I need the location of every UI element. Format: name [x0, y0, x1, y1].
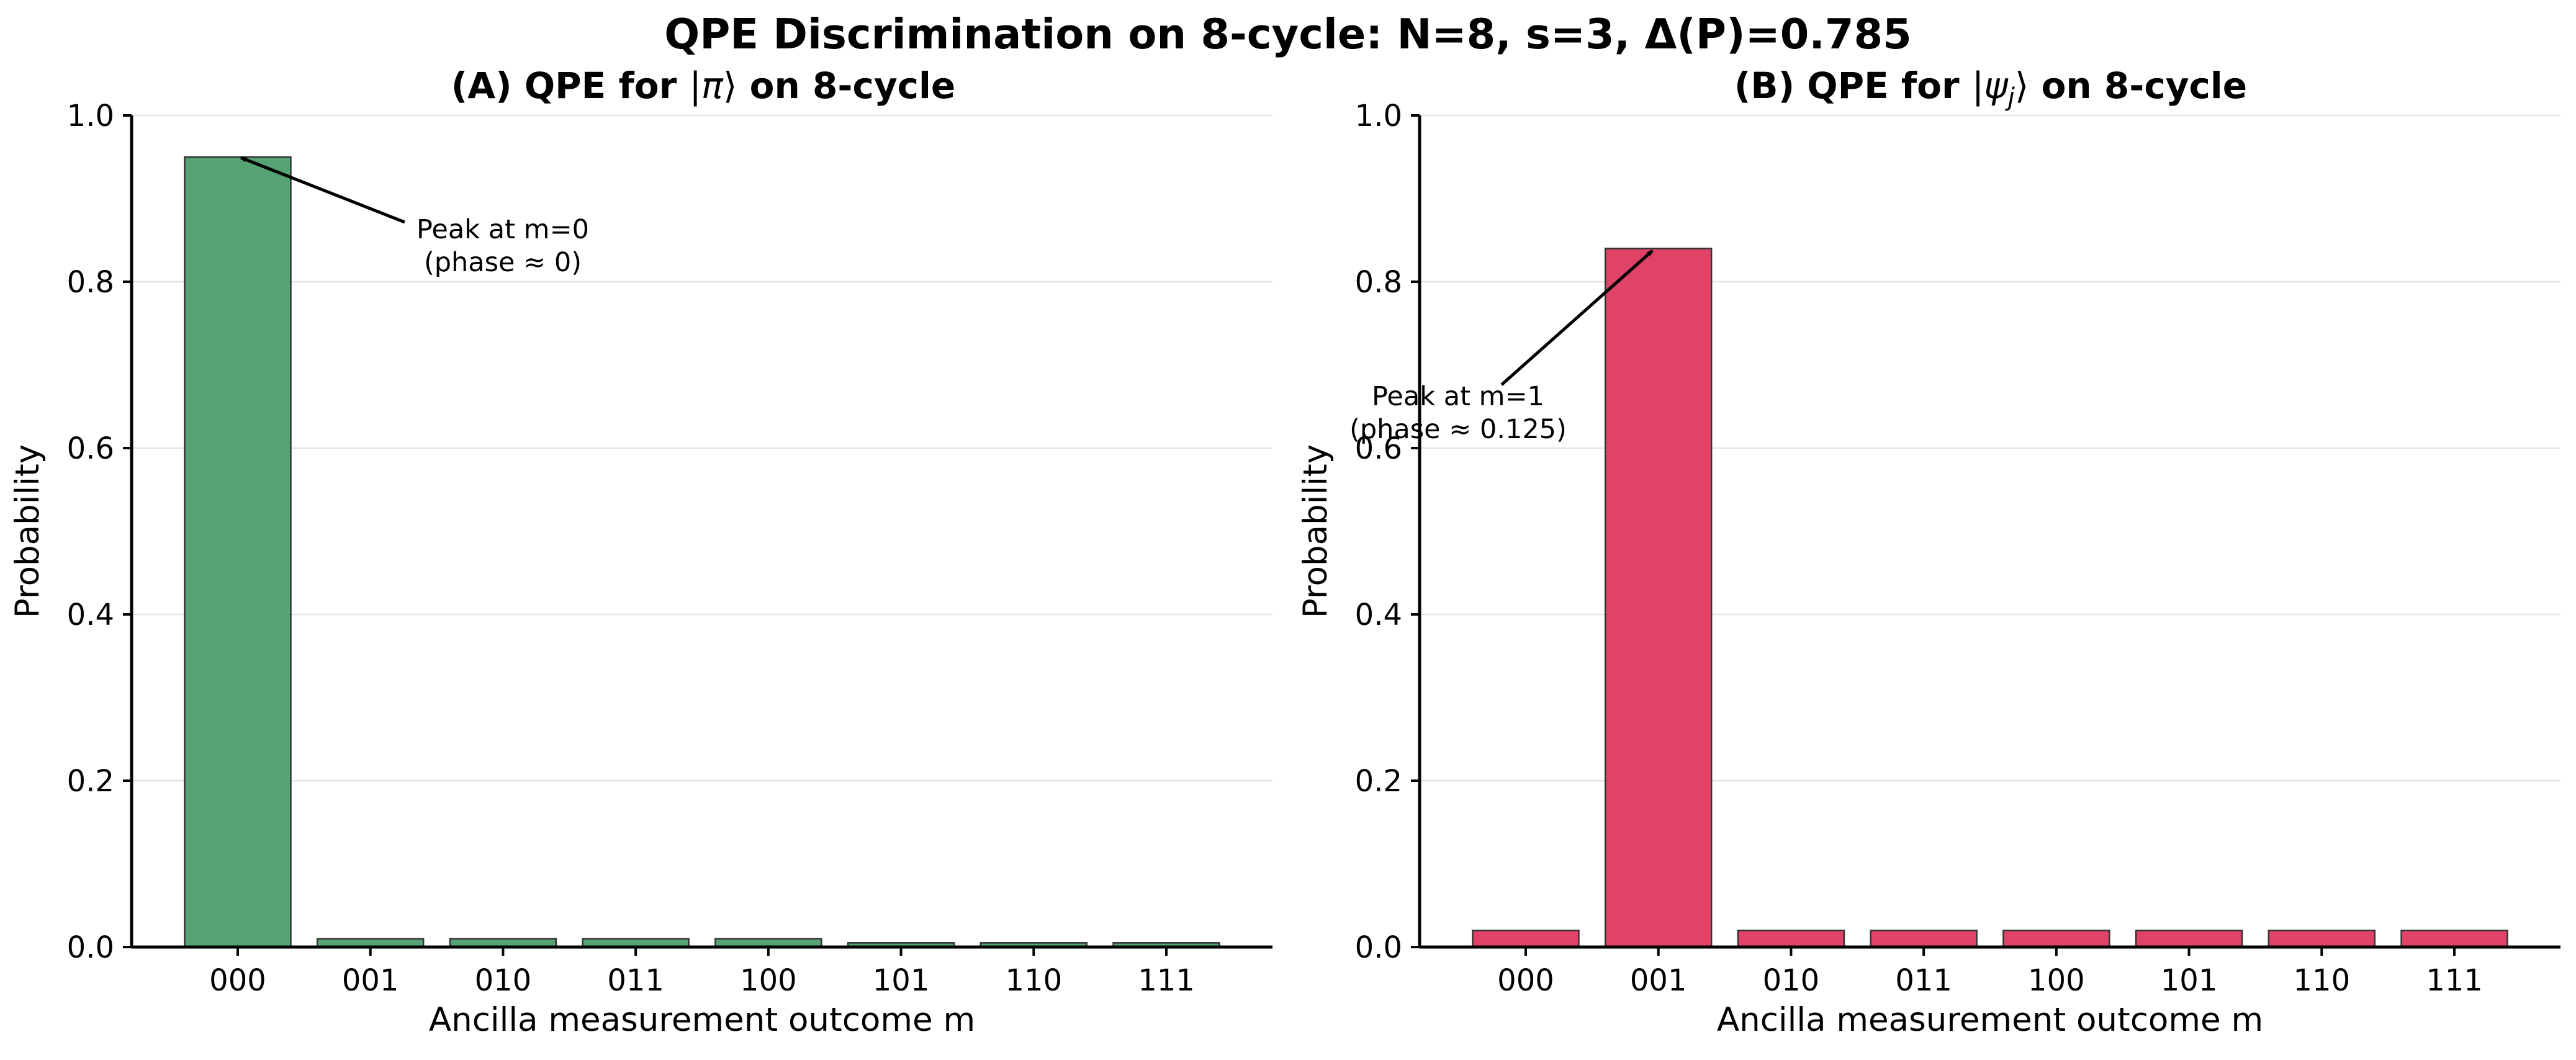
panel-b: (B) QPE for |ψj⟩ on 8-cycle 0.0 0.2 0.4 0.6… [1297, 65, 2560, 1039]
panel-b-x-label: Ancilla measurement outcome m [1717, 1001, 2263, 1039]
panel-b-x-ticks: 000 001 010 011 100 101 110 111 [1497, 947, 2483, 998]
panel-b-x-tick-label: 001 [1630, 963, 1687, 998]
panel-a-x-tick-label: 100 [740, 963, 797, 998]
panel-b-gridlines [1420, 114, 2560, 948]
panel-a: (A) QPE for |π⟩ on 8-cycle 0.00.20.40.60… [9, 65, 1272, 1039]
figure-suptitle: QPE Discrimination on 8-cycle: N=8, s=3,… [664, 10, 1911, 58]
panel-a-y-tick-label: 0.0 [67, 930, 114, 965]
panel-b-annotation: Peak at m=1 (phase ≈ 0.125) [1349, 249, 1654, 445]
panel-b-y-tick-label: 0.2 [1355, 764, 1402, 799]
panel-b-bar-011 [1870, 929, 1978, 948]
panel-a-y-label: Probability [9, 444, 47, 618]
panel-b-y-ticks: 0.0 0.2 0.4 0.6 0.8 1.0 [1355, 99, 1420, 965]
panel-b-y-label: Probability [1297, 444, 1335, 618]
panel-b-x-tick-label: 000 [1497, 963, 1554, 998]
panel-b-y-tick-label: 1.0 [1355, 99, 1402, 133]
panel-b-x-tick-label: 011 [1895, 963, 1952, 998]
panel-b-bar-010 [1737, 929, 1845, 948]
panel-a-x-tick-label: 011 [607, 963, 664, 998]
panel-b-x-tick-label: 100 [2028, 963, 2085, 998]
panel-a-x-tick-label: 111 [1138, 963, 1195, 998]
panel-a-annotation: Peak at m=0 (phase ≈ 0) [240, 156, 589, 278]
panel-a-x-tick-label: 101 [873, 963, 930, 998]
panel-a-x-label: Ancilla measurement outcome m [429, 1001, 975, 1039]
panel-b-bars [1472, 248, 2508, 948]
panel-b-annotation-line1: Peak at m=1 [1372, 381, 1544, 412]
panel-a-y-tick-label: 0.2 [67, 764, 114, 799]
panel-a-x-tick-label: 010 [475, 963, 532, 998]
panel-b-y-tick-label: 0.6 [1355, 431, 1402, 466]
panel-b-bar-110 [2268, 929, 2376, 948]
panel-b-y-tick-label: 0.4 [1355, 598, 1402, 632]
panel-b-y-tick-label: 0.8 [1355, 265, 1402, 300]
panel-a-x-tick-label: 000 [209, 963, 266, 998]
panel-b-title: (B) QPE for |ψj⟩ on 8-cycle [1734, 65, 2247, 112]
panel-a-title: (A) QPE for |π⟩ on 8-cycle [451, 65, 955, 107]
panel-a-x-tick-label: 110 [1005, 963, 1062, 998]
panel-a-y-tick-label: 0.8 [67, 265, 114, 300]
panel-b-y-tick-label: 0.0 [1355, 930, 1402, 965]
panel-a-annotation-arrow [240, 156, 405, 224]
panel-a-annotation-line1: Peak at m=0 [417, 214, 589, 245]
panel-a-y-tick-label: 0.4 [67, 598, 114, 632]
panel-a-gridlines [132, 114, 1272, 948]
panel-a-x-ticks: 000 001 010 011 100 101 110 111 [209, 947, 1195, 998]
panel-a-bars [184, 156, 1220, 948]
panel-b-bar-101 [2135, 929, 2243, 948]
panel-a-y-tick-label: 1.0 [67, 99, 114, 133]
panel-a-y-tick-label: 0.6 [67, 431, 114, 466]
panel-b-bar-001 [1604, 248, 1713, 948]
panel-b-bar-111 [2400, 929, 2508, 948]
panel-b-annotation-line2: (phase ≈ 0.125) [1349, 414, 1567, 445]
panel-b-x-tick-label: 110 [2293, 963, 2350, 998]
panel-a-y-ticks: 0.0 0.2 0.4 0.6 0.8 1.0 [67, 99, 132, 965]
panel-b-x-tick-label: 101 [2161, 963, 2218, 998]
panel-a-annotation-line2: (phase ≈ 0) [424, 247, 582, 278]
panel-b-x-tick-label: 111 [2426, 963, 2483, 998]
panel-b-x-tick-label: 010 [1763, 963, 1820, 998]
panel-a-x-tick-label: 001 [342, 963, 399, 998]
panel-b-annotation-arrow [1500, 249, 1654, 386]
panel-a-bar-000 [184, 156, 292, 948]
panel-b-bar-100 [2002, 929, 2110, 948]
panel-b-bar-000 [1472, 929, 1580, 948]
